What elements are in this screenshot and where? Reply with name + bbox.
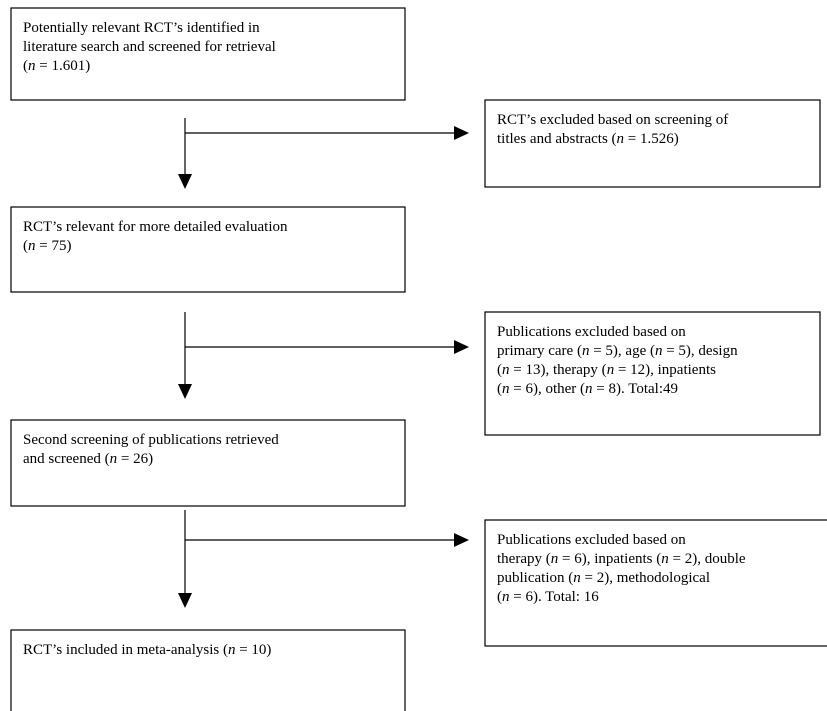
flow-box: RCT’s relevant for more detailed evaluat… [10, 206, 406, 293]
text-run: Second screening of publications retriev… [23, 432, 279, 448]
italic-symbol: n [28, 238, 36, 254]
italic-symbol: n [607, 362, 615, 378]
italic-symbol: n [617, 131, 625, 147]
arrowhead [178, 593, 192, 608]
box-text-line: (n = 1.601) [23, 58, 90, 74]
box-text-line: RCT’s relevant for more detailed evaluat… [23, 219, 288, 235]
box-text-line: (n = 6), other (n = 8). Total:49 [497, 381, 678, 397]
text-run: = 2), double [669, 551, 746, 567]
italic-symbol: n [502, 589, 510, 605]
box-frame [484, 99, 821, 188]
box-text-line: (n = 75) [23, 238, 71, 254]
italic-symbol: n [661, 551, 669, 567]
text-run: = 8). Total:49 [593, 381, 678, 397]
text-run: Publications excluded based on [497, 532, 686, 548]
box-text-line: literature search and screened for retri… [23, 39, 276, 55]
box-text-line: RCT’s excluded based on screening of [497, 112, 728, 128]
text-run: = 5), age ( [589, 343, 655, 359]
text-run: = 5), design [662, 343, 738, 359]
text-run: = 10) [235, 642, 271, 658]
italic-symbol: n [582, 343, 590, 359]
box-text-line: RCT’s included in meta-analysis (n = 10) [23, 642, 271, 658]
text-run: = 1.526) [624, 131, 679, 147]
text-run: RCT’s relevant for more detailed evaluat… [23, 219, 288, 235]
flow-box: RCT’s included in meta-analysis (n = 10) [10, 629, 406, 711]
box-text-line: titles and abstracts (n = 1.526) [497, 131, 679, 147]
arrowhead [454, 533, 469, 547]
box-text-line: (n = 13), therapy (n = 12), inpatients [497, 362, 716, 378]
italic-symbol: n [655, 343, 663, 359]
text-run: RCT’s included in meta-analysis ( [23, 642, 228, 658]
text-run: ( [23, 58, 28, 74]
italic-symbol: n [502, 362, 510, 378]
text-run: = 12), inpatients [614, 362, 716, 378]
arrowhead [454, 340, 469, 354]
text-run: and screened ( [23, 451, 110, 467]
box-text-line: Potentially relevant RCT’s identified in [23, 20, 260, 36]
italic-symbol: n [228, 642, 236, 658]
arrowhead [178, 384, 192, 399]
text-run: therapy ( [497, 551, 551, 567]
box-text-line: publication (n = 2), methodological [497, 570, 710, 586]
box-frame [10, 629, 406, 711]
text-run: = 6), other ( [510, 381, 586, 397]
italic-symbol: n [502, 381, 510, 397]
text-run: ( [497, 362, 502, 378]
text-run: = 6). Total: 16 [510, 589, 600, 605]
box-text-line: Publications excluded based on [497, 324, 686, 340]
box-text-line: therapy (n = 6), inpatients (n = 2), dou… [497, 551, 746, 567]
italic-symbol: n [110, 451, 118, 467]
flow-box: Publications excluded based on primary ca… [484, 311, 821, 436]
arrowhead [178, 174, 192, 189]
italic-symbol: n [28, 58, 36, 74]
text-run: literature search and screened for retri… [23, 39, 276, 55]
text-run: primary care ( [497, 343, 582, 359]
box-text-line: and screened (n = 26) [23, 451, 153, 467]
text-run: = 6), inpatients ( [558, 551, 661, 567]
flow-box: Potentially relevant RCT’s identified in… [10, 7, 406, 101]
box-text-line: primary care (n = 5), age (n = 5), desig… [497, 343, 738, 359]
box-text-line: Second screening of publications retriev… [23, 432, 279, 448]
text-run: ( [23, 238, 28, 254]
box-frame [484, 519, 827, 647]
text-run: Potentially relevant RCT’s identified in [23, 20, 260, 36]
text-run: RCT’s excluded based on screening of [497, 112, 728, 128]
flow-box: Second screening of publications retriev… [10, 419, 406, 507]
box-text-line: (n = 6). Total: 16 [497, 589, 599, 605]
box-frame [10, 7, 406, 101]
box-text-line: Publications excluded based on [497, 532, 686, 548]
box-frame [10, 419, 406, 507]
text-run: = 2), methodological [581, 570, 710, 586]
italic-symbol: n [585, 381, 593, 397]
text-run: = 75) [36, 238, 72, 254]
text-run: titles and abstracts ( [497, 131, 617, 147]
text-run: ( [497, 381, 502, 397]
box-frame [10, 206, 406, 293]
connectors [178, 118, 469, 608]
flow-box: RCT’s excluded based on screening of titl… [484, 99, 821, 188]
italic-symbol: n [551, 551, 559, 567]
text-run: = 1.601) [36, 58, 91, 74]
text-run: = 13), therapy ( [510, 362, 607, 378]
italic-symbol: n [573, 570, 581, 586]
box-frame [484, 311, 821, 436]
text-run: Publications excluded based on [497, 324, 686, 340]
text-run: ( [497, 589, 502, 605]
arrowhead [454, 126, 469, 140]
text-run: publication ( [497, 570, 573, 586]
text-run: = 26) [117, 451, 153, 467]
